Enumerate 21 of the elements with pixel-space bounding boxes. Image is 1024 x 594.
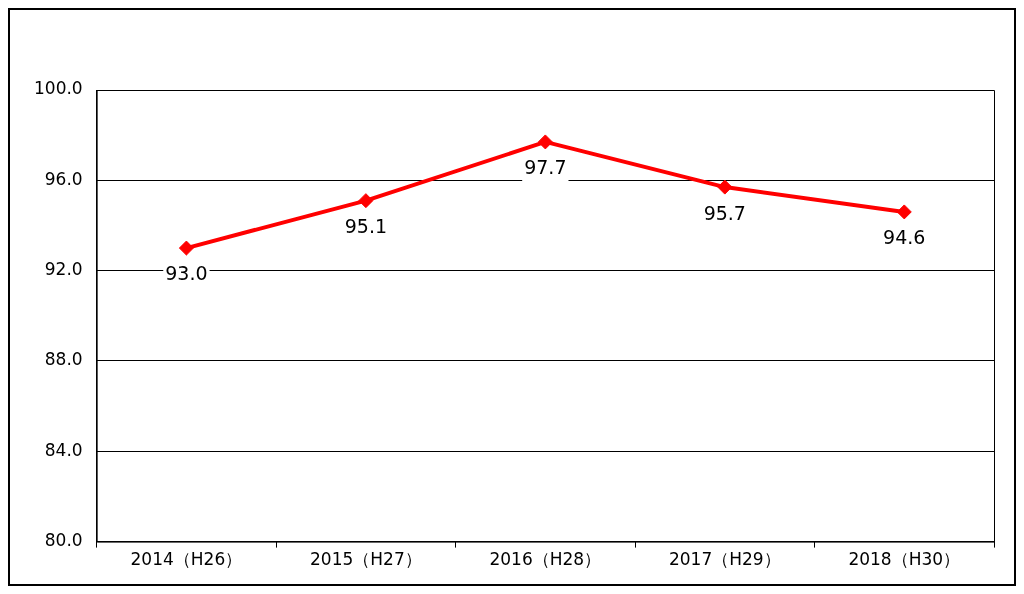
y-tick-label: 92.0	[44, 259, 83, 280]
point	[717, 179, 733, 195]
y-tick-label: 88.0	[44, 349, 83, 370]
data-label: 93.0	[165, 262, 208, 285]
y-tick-label: 96.0	[44, 168, 83, 189]
x-tick-label: 2017（H29）	[668, 549, 781, 570]
y-tick-label: 84.0	[44, 439, 83, 460]
data-label: 97.7	[524, 156, 567, 179]
point	[896, 204, 912, 220]
point	[358, 193, 374, 209]
point	[537, 134, 553, 150]
data-label: 95.7	[703, 201, 746, 224]
x-tick-label: 2016（H28）	[489, 549, 602, 570]
x-tick-label: 2014（H26）	[130, 549, 243, 570]
y-tick-label: 100.0	[34, 78, 83, 99]
data-label: 95.1	[344, 215, 388, 238]
data-label: 94.6	[883, 226, 926, 249]
x-tick-label: 2018（H30）	[848, 549, 961, 570]
point	[178, 240, 194, 256]
x-tick-label: 2015（H27）	[310, 549, 422, 570]
y-tick-label: 80.0	[44, 530, 83, 551]
